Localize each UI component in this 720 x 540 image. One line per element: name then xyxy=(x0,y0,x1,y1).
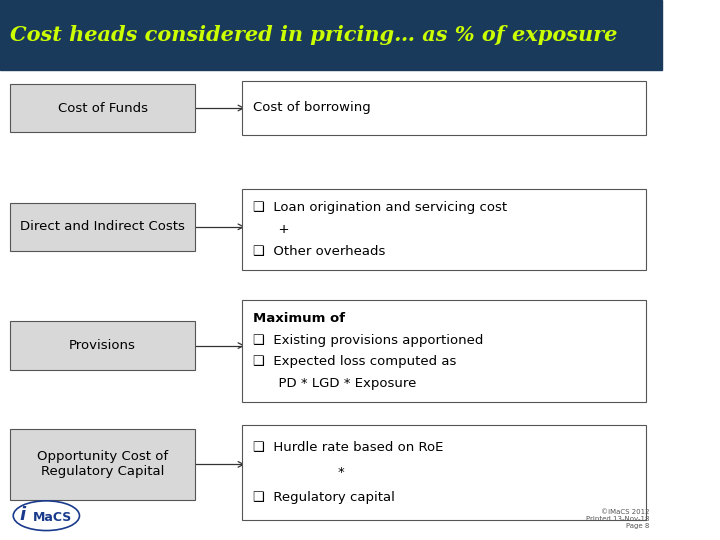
Text: ©iMaCS 2012
Printed 13-Nov-18
Page 8: ©iMaCS 2012 Printed 13-Nov-18 Page 8 xyxy=(585,509,649,529)
Text: ❑  Other overheads: ❑ Other overheads xyxy=(253,245,385,258)
FancyBboxPatch shape xyxy=(242,426,646,519)
Text: Maximum of: Maximum of xyxy=(253,312,345,325)
Text: MaCS: MaCS xyxy=(33,511,73,524)
FancyBboxPatch shape xyxy=(10,321,195,370)
Text: Cost heads considered in pricing… as % of exposure: Cost heads considered in pricing… as % o… xyxy=(10,25,617,45)
Text: *: * xyxy=(253,466,345,479)
Text: PD * LGD * Exposure: PD * LGD * Exposure xyxy=(253,377,416,390)
FancyBboxPatch shape xyxy=(242,300,646,402)
FancyBboxPatch shape xyxy=(10,202,195,251)
Text: Direct and Indirect Costs: Direct and Indirect Costs xyxy=(20,220,185,233)
FancyBboxPatch shape xyxy=(0,0,662,70)
Text: Cost of Funds: Cost of Funds xyxy=(58,102,148,114)
Text: ❑  Regulatory capital: ❑ Regulatory capital xyxy=(253,491,395,504)
Text: Cost of borrowing: Cost of borrowing xyxy=(253,102,371,114)
Text: ❑  Expected loss computed as: ❑ Expected loss computed as xyxy=(253,355,456,368)
Text: ❑  Hurdle rate based on RoE: ❑ Hurdle rate based on RoE xyxy=(253,441,444,454)
FancyBboxPatch shape xyxy=(10,84,195,132)
Text: Provisions: Provisions xyxy=(69,339,136,352)
FancyBboxPatch shape xyxy=(10,429,195,500)
Text: ❑  Existing provisions apportioned: ❑ Existing provisions apportioned xyxy=(253,334,483,347)
FancyBboxPatch shape xyxy=(242,81,646,135)
Text: ❑  Loan origination and servicing cost: ❑ Loan origination and servicing cost xyxy=(253,201,507,214)
Text: i: i xyxy=(20,506,26,524)
Text: +: + xyxy=(253,223,289,236)
FancyBboxPatch shape xyxy=(242,189,646,270)
Text: Opportunity Cost of
Regulatory Capital: Opportunity Cost of Regulatory Capital xyxy=(37,450,168,478)
